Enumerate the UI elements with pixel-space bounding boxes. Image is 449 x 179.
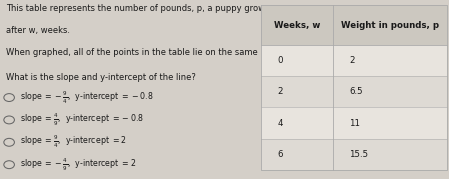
Text: 4: 4	[277, 118, 283, 128]
Text: slope $= -\frac{4}{9}$,  y-intercept $= 2$: slope $= -\frac{4}{9}$, y-intercept $= 2…	[20, 157, 136, 173]
Text: slope $= \frac{9}{4}$,  y-intercept $= 2$: slope $= \frac{9}{4}$, y-intercept $= 2$	[20, 134, 127, 150]
Text: 11: 11	[349, 118, 360, 128]
FancyBboxPatch shape	[261, 45, 447, 76]
Text: 6.5: 6.5	[349, 87, 363, 96]
Text: after w, weeks.: after w, weeks.	[6, 26, 70, 35]
Text: Weight in pounds, p: Weight in pounds, p	[341, 21, 439, 30]
FancyBboxPatch shape	[261, 139, 447, 170]
Text: When graphed, all of the points in the table lie on the same line.: When graphed, all of the points in the t…	[6, 48, 278, 57]
Text: slope $= \frac{4}{9}$,  y-intercept $= -0.8$: slope $= \frac{4}{9}$, y-intercept $= -0…	[20, 112, 144, 128]
Text: slope $= -\frac{9}{4}$,  y-intercept $= -0.8$: slope $= -\frac{9}{4}$, y-intercept $= -…	[20, 90, 154, 106]
FancyBboxPatch shape	[261, 5, 447, 45]
Text: 2: 2	[277, 87, 283, 96]
Text: This table represents the number of pounds, p, a puppy grows: This table represents the number of poun…	[6, 4, 269, 13]
Text: 2: 2	[349, 56, 355, 65]
Text: 15.5: 15.5	[349, 150, 368, 159]
FancyBboxPatch shape	[261, 107, 447, 139]
Text: 6: 6	[277, 150, 283, 159]
Text: Weeks, w: Weeks, w	[274, 21, 320, 30]
Text: What is the slope and y-intercept of the line?: What is the slope and y-intercept of the…	[6, 73, 196, 82]
Text: 0: 0	[277, 56, 283, 65]
FancyBboxPatch shape	[261, 76, 447, 107]
